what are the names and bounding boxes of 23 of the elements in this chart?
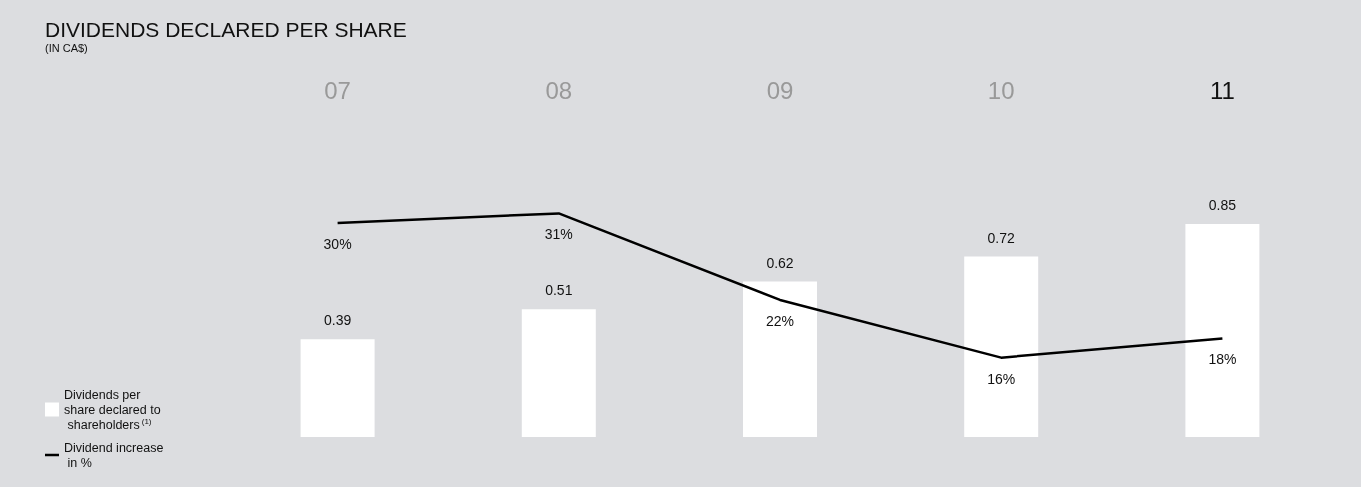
bar xyxy=(521,309,596,437)
data-label: 0.85 xyxy=(1208,196,1237,213)
x-tick-label: 10 xyxy=(987,76,1015,104)
data-label: 31% xyxy=(544,226,573,243)
x-tick-label: 09 xyxy=(766,76,794,104)
data-label: 16% xyxy=(987,370,1016,387)
data-label: 30% xyxy=(323,236,352,252)
legend-label: Dividend increase in % xyxy=(64,440,164,470)
data-label: 0.51 xyxy=(545,282,573,299)
bar xyxy=(300,339,375,437)
chart-title: DIVIDENDS DECLARED PER SHARE xyxy=(45,18,407,41)
data-label: 0.62 xyxy=(766,254,794,271)
data-label: 0.72 xyxy=(987,229,1016,246)
text: (IN CA$) xyxy=(45,41,88,54)
data-label: 0.39 xyxy=(323,312,352,329)
bar xyxy=(964,256,1039,437)
x-tick-label: 11 xyxy=(1209,76,1235,104)
bar xyxy=(743,281,817,437)
data-label: 18% xyxy=(1208,351,1237,368)
x-tick-label: 08 xyxy=(545,76,573,104)
data-label: 22% xyxy=(765,312,795,329)
bar xyxy=(1185,223,1260,437)
x-tick-label: 07 xyxy=(324,76,351,104)
